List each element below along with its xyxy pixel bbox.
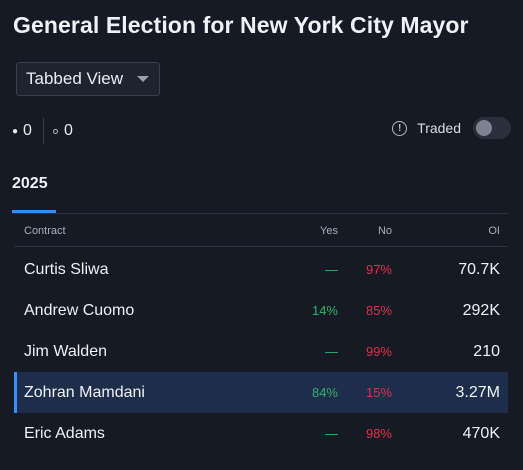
table-row[interactable]: Eric Adams — 98% 470K [14, 413, 508, 454]
chevron-down-icon [137, 76, 149, 82]
filled-count: ● 0 [12, 122, 32, 140]
position-counts: ● 0 0 [12, 118, 73, 144]
table-body: Curtis Sliwa — 97% 70.7K Andrew Cuomo 14… [14, 247, 508, 454]
table-row[interactable]: Jim Walden — 99% 210 [14, 331, 508, 372]
traded-toggle[interactable] [473, 117, 511, 139]
no-price[interactable]: 85% [365, 303, 392, 318]
table-row[interactable]: Curtis Sliwa — 97% 70.7K [14, 249, 508, 290]
toggle-knob [476, 120, 492, 136]
open-interest: 292K [462, 301, 500, 319]
no-price[interactable]: 98% [365, 426, 392, 441]
table-row-selected[interactable]: Zohran Mamdani 84% 15% 3.27M [14, 372, 508, 413]
open-interest: 70.7K [458, 260, 500, 278]
no-price[interactable]: 99% [365, 344, 392, 359]
active-tab-indicator [12, 210, 56, 213]
table-row[interactable]: Andrew Cuomo 14% 85% 292K [14, 290, 508, 331]
header-yes[interactable]: Yes [320, 225, 338, 237]
outline-count: 0 [52, 122, 73, 140]
header-oi[interactable]: OI [488, 225, 500, 237]
tab-label: 2025 [12, 175, 48, 192]
open-interest: 470K [462, 424, 500, 442]
yes-price[interactable]: 84% [311, 385, 338, 400]
tab-divider [12, 213, 509, 214]
contract-name: Jim Walden [24, 342, 107, 360]
open-interest: 210 [473, 342, 500, 360]
filled-count-value: 0 [23, 122, 32, 139]
contract-name: Curtis Sliwa [24, 260, 109, 278]
contract-name: Zohran Mamdani [24, 383, 145, 401]
yes-price[interactable]: — [325, 262, 338, 277]
yes-price[interactable]: — [325, 426, 338, 441]
outline-count-value: 0 [63, 122, 73, 139]
view-mode-select[interactable]: Tabbed View [16, 62, 160, 96]
view-mode-value: Tabbed View [26, 69, 124, 88]
open-interest: 3.27M [455, 383, 500, 401]
outline-dot-icon [52, 128, 58, 134]
filled-dot-icon: ● [12, 125, 19, 137]
no-price[interactable]: 97% [365, 262, 392, 277]
header-contract[interactable]: Contract [24, 225, 66, 237]
yes-price[interactable]: — [325, 344, 338, 359]
traded-filter: ! Traded [392, 117, 511, 139]
no-price[interactable]: 15% [365, 385, 392, 400]
yes-price[interactable]: 14% [311, 303, 338, 318]
tab-2025[interactable]: 2025 [12, 175, 56, 213]
contract-name: Andrew Cuomo [24, 301, 135, 319]
header-no[interactable]: No [377, 225, 392, 237]
contract-name: Eric Adams [24, 424, 105, 442]
page-title: General Election for New York City Mayor [13, 12, 469, 38]
table-header: Contract Yes No OI [14, 216, 508, 247]
info-icon[interactable]: ! [392, 120, 408, 136]
traded-label: Traded [417, 120, 461, 136]
contracts-table: Contract Yes No OI Curtis Sliwa — 97% 70… [14, 216, 508, 454]
counts-divider [42, 118, 44, 144]
